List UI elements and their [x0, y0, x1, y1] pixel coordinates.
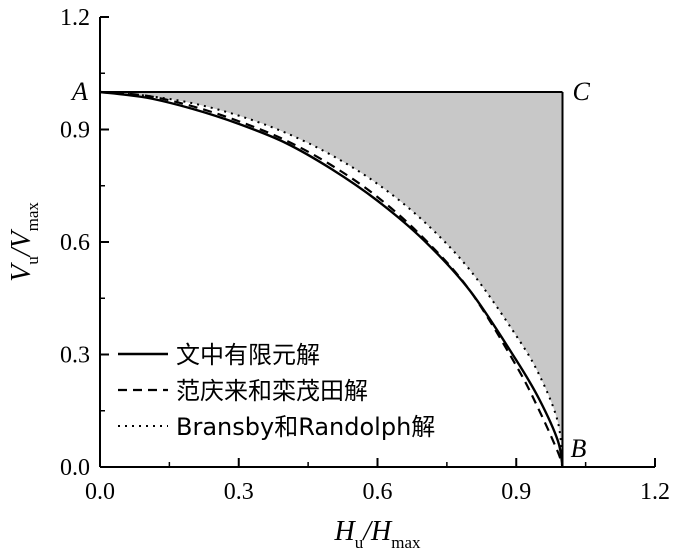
x-tick-label: 0.9: [501, 479, 531, 505]
y-axis-label-sep: /: [6, 246, 37, 258]
series-layer: [99, 90, 564, 468]
series-line-solid: [99, 90, 564, 468]
x-axis-label-sep: /: [361, 516, 373, 547]
x-axis-label: Hu/Hmax: [333, 516, 421, 552]
point-label-c: C: [573, 77, 591, 106]
y-axis-label-main: V: [6, 262, 37, 282]
ticks-layer: 0.0 0.3 0.6 0.9 1.2 0.0 0.3 0.6 0.9 1.2: [60, 5, 670, 505]
x-axis-label-main2: H: [370, 516, 393, 547]
point-label-a: A: [70, 77, 88, 106]
x-tick-label: 0.0: [85, 479, 115, 505]
y-axis-label-sub: u: [23, 256, 42, 265]
x-tick-label: 0.3: [224, 479, 254, 505]
point-labels: A C B: [70, 77, 591, 463]
x-axis-label-sub2: max: [391, 533, 421, 552]
y-axis-label-main2: V: [6, 229, 37, 249]
y-axis-label-sub2: max: [23, 202, 42, 232]
x-axis-label-main: H: [333, 516, 356, 547]
y-tick-label: 1.2: [60, 5, 90, 31]
y-tick-label: 0.6: [60, 230, 90, 256]
x-tick-label: 1.2: [640, 479, 670, 505]
legend-label: 范庆来和栾茂田解: [176, 377, 368, 405]
x-tick-label: 0.6: [363, 479, 393, 505]
shaded-region: [100, 92, 563, 467]
y-tick-label: 0.9: [60, 118, 90, 144]
legend-label: Bransby和Randolph解: [176, 413, 435, 441]
y-tick-label: 0.0: [60, 455, 90, 481]
point-label-b: B: [571, 434, 587, 463]
series-line-dashed: [99, 90, 564, 468]
y-axis-label: Vu/Vmax: [6, 202, 42, 282]
legend-label: 文中有限元解: [176, 341, 320, 369]
y-tick-label: 0.3: [60, 343, 90, 369]
x-axis-label-sub: u: [355, 533, 364, 552]
